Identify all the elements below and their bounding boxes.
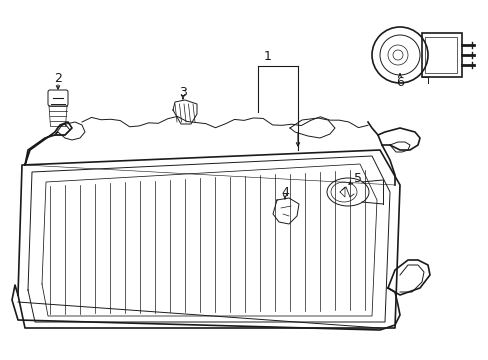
Text: 3: 3 (179, 86, 186, 99)
Text: 1: 1 (264, 50, 271, 63)
Text: 5: 5 (353, 171, 361, 185)
Text: 4: 4 (281, 185, 288, 198)
Text: 2: 2 (54, 72, 62, 85)
Text: 6: 6 (395, 76, 403, 89)
